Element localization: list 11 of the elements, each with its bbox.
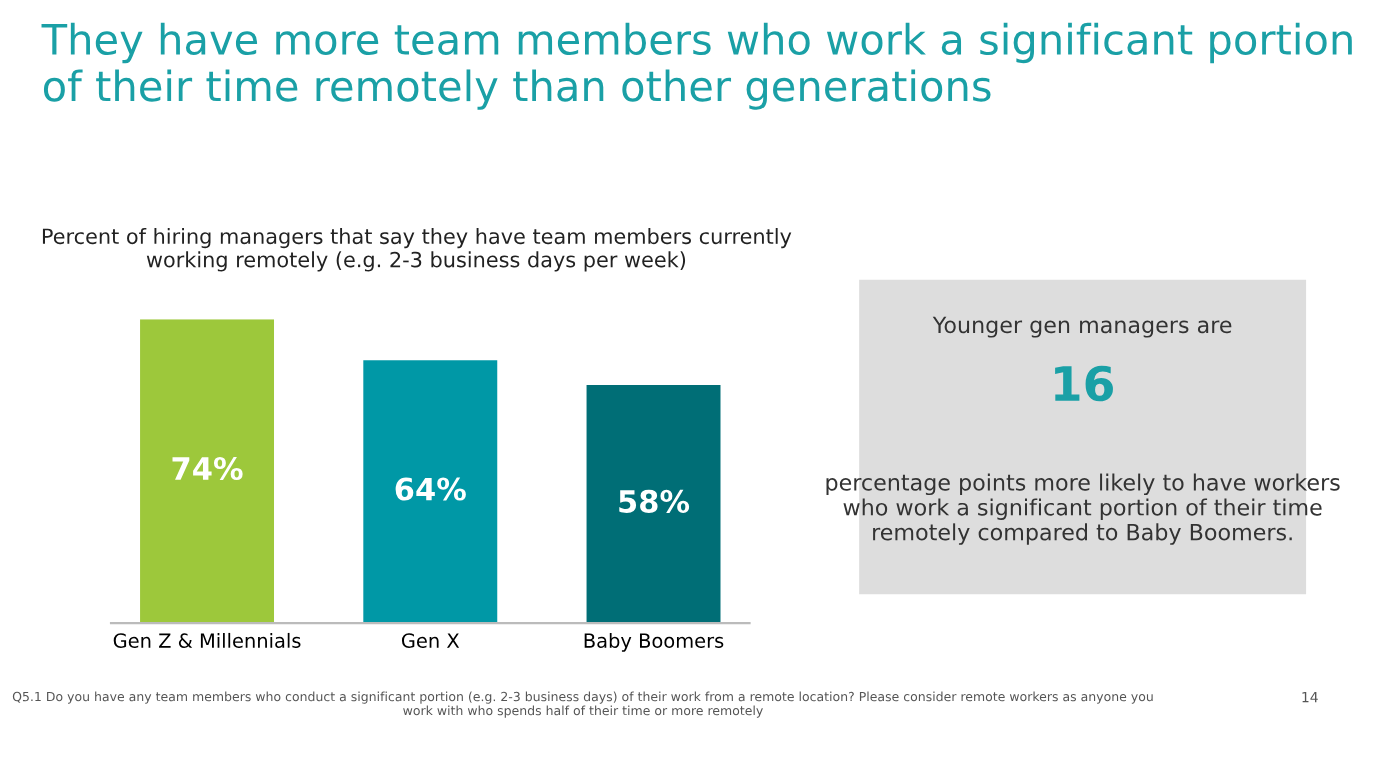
chart-title: They have more team members who work a significant portion of their time remotely than other generations bbox=[41, 22, 1352, 110]
data-label: 58% bbox=[619, 489, 690, 513]
text: 16 bbox=[1055, 365, 1113, 402]
x-tick-label: Baby Boomers bbox=[584, 632, 724, 652]
x-tick-label: Gen X bbox=[401, 633, 460, 648]
data-label: 64% bbox=[395, 477, 466, 501]
data-label: 74% bbox=[172, 456, 243, 481]
text: Younger gen managers are bbox=[932, 316, 1232, 338]
x-tick-label: Gen Z & Millennials bbox=[113, 632, 301, 648]
text: percentage points more likely to have workers who work a significant portion of their time remotely compared to Baby Boomers. bbox=[826, 473, 1340, 545]
chart-subtitle: Percent of hiring managers that say they have team members currently working remotely (e.g. 2-3 business days per week) bbox=[42, 228, 792, 272]
